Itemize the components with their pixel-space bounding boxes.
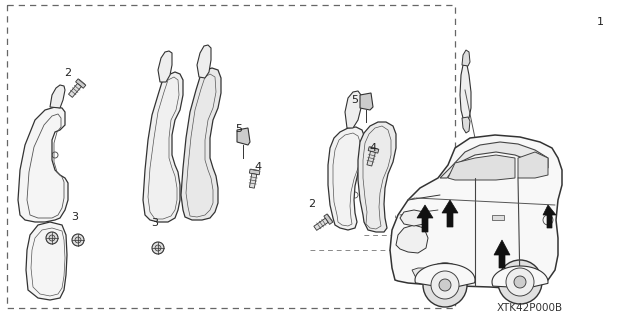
Polygon shape [543, 205, 556, 228]
Circle shape [423, 263, 467, 307]
Polygon shape [367, 151, 376, 166]
Polygon shape [462, 50, 470, 66]
Circle shape [506, 268, 534, 296]
Circle shape [152, 242, 164, 254]
Circle shape [49, 235, 55, 241]
Text: 5: 5 [236, 124, 243, 134]
Text: 1: 1 [596, 17, 604, 27]
Polygon shape [415, 263, 475, 287]
Polygon shape [412, 268, 434, 278]
Circle shape [514, 276, 526, 288]
Polygon shape [50, 85, 65, 108]
Polygon shape [197, 45, 211, 78]
Polygon shape [18, 107, 68, 222]
Polygon shape [143, 72, 183, 222]
Polygon shape [76, 79, 86, 88]
Text: 3: 3 [152, 218, 159, 228]
Polygon shape [181, 68, 221, 220]
Polygon shape [250, 169, 260, 175]
Circle shape [498, 260, 542, 304]
Bar [7, 5, 455, 308]
Polygon shape [324, 214, 333, 224]
Polygon shape [460, 65, 471, 120]
Polygon shape [314, 218, 328, 230]
Polygon shape [328, 127, 365, 230]
Circle shape [72, 234, 84, 246]
Polygon shape [250, 174, 257, 188]
Polygon shape [417, 205, 433, 232]
Text: 5: 5 [351, 95, 358, 105]
Polygon shape [360, 93, 373, 110]
Text: 2: 2 [308, 199, 316, 209]
Polygon shape [518, 152, 548, 178]
Polygon shape [237, 128, 250, 145]
Circle shape [75, 237, 81, 243]
Polygon shape [345, 91, 361, 128]
Text: 4: 4 [255, 162, 262, 172]
Polygon shape [158, 51, 172, 82]
Text: 2: 2 [65, 68, 72, 78]
Circle shape [46, 232, 58, 244]
Text: 4: 4 [369, 143, 376, 153]
Polygon shape [400, 210, 428, 226]
Text: XTK42P000B: XTK42P000B [497, 303, 563, 313]
Polygon shape [368, 147, 379, 153]
Polygon shape [358, 122, 396, 232]
Polygon shape [442, 200, 458, 227]
Circle shape [439, 279, 451, 291]
Polygon shape [68, 84, 81, 97]
Circle shape [155, 245, 161, 251]
Polygon shape [26, 222, 67, 300]
Circle shape [431, 271, 459, 299]
Polygon shape [390, 135, 562, 288]
Polygon shape [492, 266, 548, 287]
Polygon shape [448, 155, 515, 180]
Bar [492, 215, 504, 220]
Polygon shape [396, 225, 428, 253]
Polygon shape [494, 240, 510, 268]
Polygon shape [440, 142, 548, 178]
Polygon shape [462, 117, 470, 133]
Text: 3: 3 [72, 212, 79, 222]
